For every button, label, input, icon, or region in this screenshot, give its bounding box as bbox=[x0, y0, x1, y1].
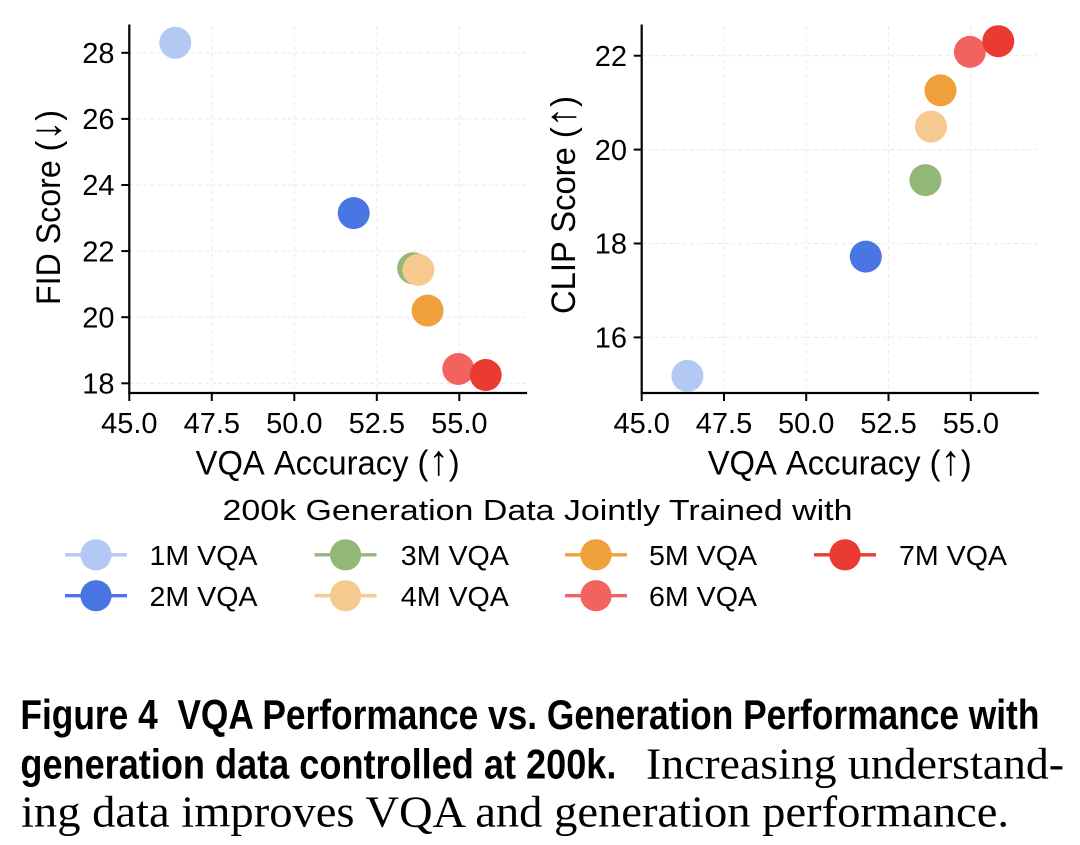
svg-text:45.0: 45.0 bbox=[613, 408, 669, 440]
svg-text:FID Score (↓): FID Score (↓) bbox=[22, 110, 69, 305]
svg-text:26: 26 bbox=[82, 104, 114, 136]
svg-text:4M VQA: 4M VQA bbox=[401, 581, 509, 612]
svg-text:VQA Accuracy (↑): VQA Accuracy (↑) bbox=[196, 437, 460, 484]
svg-text:CLIP Score (↑): CLIP Score (↑) bbox=[537, 96, 584, 314]
svg-text:5M VQA: 5M VQA bbox=[649, 540, 757, 571]
svg-text:28: 28 bbox=[82, 38, 114, 70]
svg-text:3M VQA: 3M VQA bbox=[401, 540, 509, 571]
svg-text:ing data improves VQA and gene: ing data improves VQA and generation per… bbox=[21, 788, 1009, 837]
svg-text:Figure 4 VQA Performance vs.: Figure 4 VQA Performance vs. Generation … bbox=[20, 691, 1039, 738]
svg-text:24: 24 bbox=[82, 170, 114, 202]
svg-text:22: 22 bbox=[595, 41, 627, 73]
svg-text:7M VQA: 7M VQA bbox=[899, 540, 1007, 571]
svg-text:18: 18 bbox=[82, 369, 114, 401]
svg-text:52.5: 52.5 bbox=[349, 408, 405, 440]
svg-text:50.0: 50.0 bbox=[266, 408, 322, 440]
svg-text:Increasing understand-: Increasing understand- bbox=[646, 740, 1064, 789]
svg-text:55.0: 55.0 bbox=[431, 408, 487, 440]
svg-text:47.5: 47.5 bbox=[184, 408, 240, 440]
svg-text:200k Generation Data Jointly T: 200k Generation Data Jointly Trained wit… bbox=[223, 495, 853, 527]
svg-text:16: 16 bbox=[595, 323, 627, 355]
svg-text:6M VQA: 6M VQA bbox=[649, 581, 757, 612]
svg-text:55.0: 55.0 bbox=[943, 408, 999, 440]
svg-text:45.0: 45.0 bbox=[101, 408, 157, 440]
svg-text:18: 18 bbox=[595, 229, 627, 261]
svg-text:1M VQA: 1M VQA bbox=[150, 540, 258, 571]
svg-text:20: 20 bbox=[82, 302, 114, 334]
svg-text:2M VQA: 2M VQA bbox=[150, 581, 258, 612]
svg-text:22: 22 bbox=[82, 236, 114, 268]
svg-text:52.5: 52.5 bbox=[860, 408, 916, 440]
svg-text:20: 20 bbox=[595, 135, 627, 167]
svg-text:50.0: 50.0 bbox=[778, 408, 834, 440]
svg-text:VQA Accuracy (↑): VQA Accuracy (↑) bbox=[708, 437, 972, 484]
svg-text:47.5: 47.5 bbox=[696, 408, 752, 440]
svg-text:generation data controlled at: generation data controlled at 200k. bbox=[20, 741, 616, 788]
